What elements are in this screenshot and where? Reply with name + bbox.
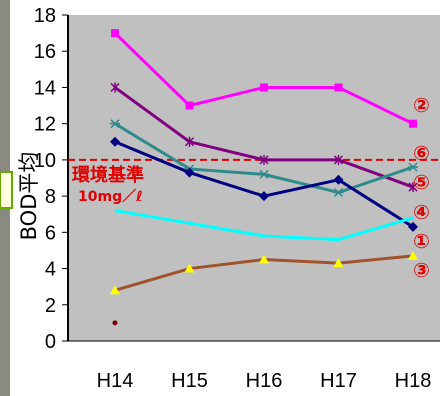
data-point: [110, 285, 120, 295]
data-point: [333, 187, 344, 198]
series-label: ③: [413, 258, 430, 282]
data-point: [259, 169, 269, 179]
data-point: [408, 221, 418, 232]
data-point: [111, 29, 119, 38]
data-point: [409, 119, 417, 128]
series-label: ②: [413, 93, 430, 117]
data-point: [185, 101, 194, 110]
series-label: ④: [413, 200, 430, 224]
x-tick-label: H14: [97, 370, 134, 392]
data-point: [110, 136, 120, 147]
data-point: [184, 263, 195, 273]
reference-label: 環境基準: [72, 164, 144, 186]
data-point: [259, 154, 269, 165]
y-tick-label: 12: [34, 114, 56, 136]
data-point: [184, 136, 195, 147]
data-point: [408, 162, 418, 172]
x-tick-label: H18: [395, 370, 432, 392]
y-tick-label: 8: [45, 186, 56, 208]
series-line: [114, 209, 414, 242]
series-label: ①: [413, 229, 430, 253]
series-label: ⑥: [413, 141, 430, 165]
x-tick-label: H15: [171, 370, 208, 392]
data-point: [333, 258, 344, 268]
data-point: [260, 83, 268, 92]
y-tick-label: 10: [34, 150, 56, 172]
data-point: [334, 83, 343, 92]
x-tick-label: H16: [246, 370, 283, 392]
y-tick-label: 2: [45, 295, 56, 317]
series-group: [110, 29, 418, 326]
data-point: [259, 191, 269, 202]
y-tick-label: 16: [34, 41, 56, 63]
series-label: ⑤: [413, 170, 430, 194]
data-point: [333, 154, 344, 165]
y-tick-label: 6: [45, 222, 56, 244]
data-point: [110, 82, 120, 93]
y-ticks: 0 2 4 6 8 10 12 14 16 18: [34, 5, 68, 353]
data-point: [408, 250, 418, 260]
data-point: [110, 119, 120, 129]
y-tick-label: 14: [34, 77, 56, 99]
data-point: [259, 254, 269, 264]
data-point: [333, 174, 344, 185]
data-point: [184, 167, 195, 178]
y-tick-label: 0: [45, 331, 56, 353]
y-axis-title: BOD平均: [17, 152, 41, 241]
x-ticks: H14 H15 H16 H17 H18: [97, 370, 432, 392]
x-tick-label: H17: [320, 370, 357, 392]
extra-point: [112, 320, 118, 326]
y-tick-label: 18: [34, 5, 56, 27]
series-labels: ② ⑥ ⑤ ④ ① ③: [413, 93, 430, 282]
reference-sublabel: 10mg／ℓ: [78, 189, 143, 205]
y-tick-label: 4: [45, 259, 56, 281]
data-point: [408, 182, 418, 193]
left-green-box: [0, 171, 13, 209]
